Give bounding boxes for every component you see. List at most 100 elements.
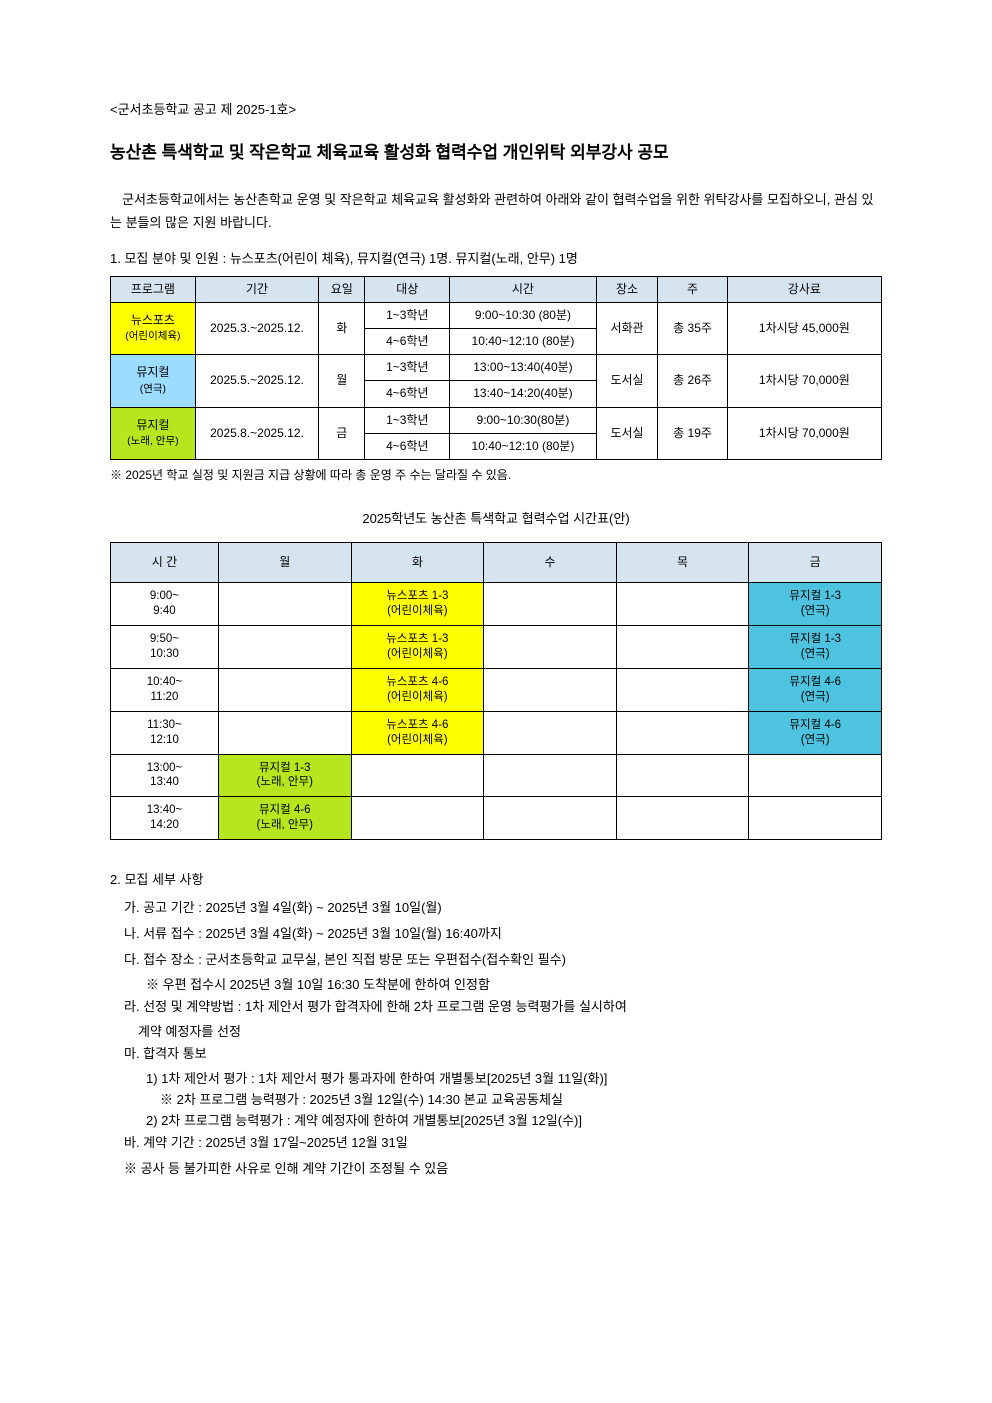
schedule-time-cell: 11:30~12:10: [111, 711, 219, 754]
weeks-cell: 총 19주: [658, 407, 727, 459]
schedule-cell: 뉴스포츠 4-6(어린이체육): [351, 668, 484, 711]
detail-line: 가. 공고 기간 : 2025년 3월 4일(화) ~ 2025년 3월 10일…: [110, 897, 882, 919]
schedule-cell: 뮤지컬 1-3(노래, 안무): [218, 754, 351, 797]
detail-line: ※ 우편 접수시 2025년 3월 10일 16:30 도착분에 한하여 인정함: [110, 975, 882, 996]
day-cell: 월: [319, 355, 365, 407]
program-table-header: 대상: [365, 276, 450, 302]
program-table-header-row: 프로그램기간요일대상시간장소주강사료: [111, 276, 882, 302]
schedule-cell: [616, 583, 749, 626]
program-table-header: 시간: [450, 276, 596, 302]
day-cell: 금: [319, 407, 365, 459]
table1-footnote: ※ 2025년 학교 실정 및 지원금 지급 상황에 따라 총 운영 주 수는 …: [110, 466, 882, 485]
target-cell: 1~3학년: [365, 302, 450, 328]
schedule-row: 11:30~12:10 뉴스포츠 4-6(어린이체육) 뮤지컬 4-6(연극): [111, 711, 882, 754]
period-cell: 2025.8.~2025.12.: [195, 407, 318, 459]
section2-label: 2. 모집 세부 사항: [110, 870, 882, 891]
schedule-cell: [616, 711, 749, 754]
schedule-cell: [484, 754, 617, 797]
schedule-time-cell: 10:40~11:20: [111, 668, 219, 711]
schedule-cell: 뮤지컬 1-3(연극): [749, 625, 882, 668]
target-cell: 1~3학년: [365, 407, 450, 433]
details-section: 2. 모집 세부 사항 가. 공고 기간 : 2025년 3월 4일(화) ~ …: [110, 870, 882, 1179]
schedule-cell: [218, 711, 351, 754]
time-cell: 10:40~12:10 (80분): [450, 433, 596, 459]
intro-paragraph: 군서초등학교에서는 농산촌학교 운영 및 작은학교 체육교육 활성화와 관련하여…: [110, 188, 882, 235]
schedule-cell: [616, 625, 749, 668]
schedule-header: 목: [616, 542, 749, 582]
schedule-header: 수: [484, 542, 617, 582]
detail-line: 다. 접수 장소 : 군서초등학교 교무실, 본인 직접 방문 또는 우편접수(…: [110, 949, 882, 971]
schedule-cell: [351, 754, 484, 797]
schedule-header: 월: [218, 542, 351, 582]
schedule-cell: [749, 754, 882, 797]
fee-cell: 1차시당 70,000원: [727, 355, 881, 407]
schedule-cell: 뮤지컬 4-6(연극): [749, 711, 882, 754]
schedule-time-cell: 13:40~14:20: [111, 797, 219, 840]
schedule-cell: 뉴스포츠 1-3(어린이체육): [351, 625, 484, 668]
schedule-cell: [484, 711, 617, 754]
detail-line: 라. 선정 및 계약방법 : 1차 제안서 평가 합격자에 한해 2차 프로그램…: [110, 996, 882, 1018]
schedule-cell: 뉴스포츠 1-3(어린이체육): [351, 583, 484, 626]
schedule-row: 13:40~14:20뮤지컬 4-6(노래, 안무): [111, 797, 882, 840]
day-cell: 화: [319, 302, 365, 354]
schedule-time-cell: 9:00~9:40: [111, 583, 219, 626]
program-table-row: 뉴스포츠(어린이체육)2025.3.~2025.12.화1~3학년9:00~10…: [111, 302, 882, 328]
target-cell: 1~3학년: [365, 355, 450, 381]
section1-label: 1. 모집 분야 및 인원 : 뉴스포츠(어린이 체육), 뮤지컬(연극) 1명…: [110, 249, 882, 270]
schedule-cell: [484, 583, 617, 626]
fee-cell: 1차시당 70,000원: [727, 407, 881, 459]
time-cell: 13:40~14:20(40분): [450, 381, 596, 407]
program-table-header: 기간: [195, 276, 318, 302]
detail-line: 바. 계약 기간 : 2025년 3월 17일~2025년 12월 31일: [110, 1132, 882, 1154]
main-title: 농산촌 특색학교 및 작은학교 체육교육 활성화 협력수업 개인위탁 외부강사 …: [110, 139, 882, 166]
schedule-cell: 뮤지컬 4-6(노래, 안무): [218, 797, 351, 840]
schedule-header: 금: [749, 542, 882, 582]
schedule-table-header-row: 시 간월화수목금: [111, 542, 882, 582]
time-cell: 13:00~13:40(40분): [450, 355, 596, 381]
detail-line: 계약 예정자를 선정: [110, 1022, 882, 1043]
program-table-header: 강사료: [727, 276, 881, 302]
schedule-row: 9:00~9:40 뉴스포츠 1-3(어린이체육) 뮤지컬 1-3(연극): [111, 583, 882, 626]
schedule-time-cell: 13:00~13:40: [111, 754, 219, 797]
schedule-header: 시 간: [111, 542, 219, 582]
schedule-cell: [484, 625, 617, 668]
program-table: 프로그램기간요일대상시간장소주강사료 뉴스포츠(어린이체육)2025.3.~20…: [110, 276, 882, 460]
program-name-cell: 뮤지컬(노래, 안무): [111, 407, 196, 459]
schedule-cell: [218, 583, 351, 626]
place-cell: 서화관: [596, 302, 658, 354]
weeks-cell: 총 35주: [658, 302, 727, 354]
program-table-row: 뮤지컬(노래, 안무)2025.8.~2025.12.금1~3학년9:00~10…: [111, 407, 882, 433]
place-cell: 도서실: [596, 355, 658, 407]
doc-number: <군서초등학교 공고 제 2025-1호>: [110, 100, 882, 121]
program-name-cell: 뉴스포츠(어린이체육): [111, 302, 196, 354]
detail-line: ※ 2차 프로그램 능력평가 : 2025년 3월 12일(수) 14:30 본…: [110, 1090, 882, 1111]
schedule-cell: [484, 668, 617, 711]
target-cell: 4~6학년: [365, 433, 450, 459]
schedule-row: 13:00~13:40뮤지컬 1-3(노래, 안무): [111, 754, 882, 797]
schedule-cell: [484, 797, 617, 840]
schedule-cell: [616, 668, 749, 711]
schedule-table: 시 간월화수목금 9:00~9:40 뉴스포츠 1-3(어린이체육) 뮤지컬 1-3…: [110, 542, 882, 840]
schedule-cell: 뉴스포츠 4-6(어린이체육): [351, 711, 484, 754]
detail-line: 나. 서류 접수 : 2025년 3월 4일(화) ~ 2025년 3월 10일…: [110, 923, 882, 945]
program-table-row: 뮤지컬(연극)2025.5.~2025.12.월1~3학년13:00~13:40…: [111, 355, 882, 381]
schedule-row: 9:50~10:30뉴스포츠 1-3(어린이체육)뮤지컬 1-3(연극): [111, 625, 882, 668]
period-cell: 2025.5.~2025.12.: [195, 355, 318, 407]
target-cell: 4~6학년: [365, 328, 450, 354]
schedule-cell: 뮤지컬 1-3(연극): [749, 583, 882, 626]
schedule-cell: [616, 797, 749, 840]
schedule-cell: [749, 797, 882, 840]
detail-line: 1) 1차 제안서 평가 : 1차 제안서 평가 통과자에 한하여 개별통보[2…: [110, 1069, 882, 1090]
program-table-header: 주: [658, 276, 727, 302]
fee-cell: 1차시당 45,000원: [727, 302, 881, 354]
schedule-cell: [616, 754, 749, 797]
program-table-header: 장소: [596, 276, 658, 302]
time-cell: 10:40~12:10 (80분): [450, 328, 596, 354]
schedule-cell: [218, 625, 351, 668]
program-table-header: 요일: [319, 276, 365, 302]
detail-line: ※ 공사 등 불가피한 사유로 인해 계약 기간이 조정될 수 있음: [110, 1158, 882, 1180]
schedule-cell: 뮤지컬 4-6(연극): [749, 668, 882, 711]
place-cell: 도서실: [596, 407, 658, 459]
schedule-cell: [351, 797, 484, 840]
period-cell: 2025.3.~2025.12.: [195, 302, 318, 354]
